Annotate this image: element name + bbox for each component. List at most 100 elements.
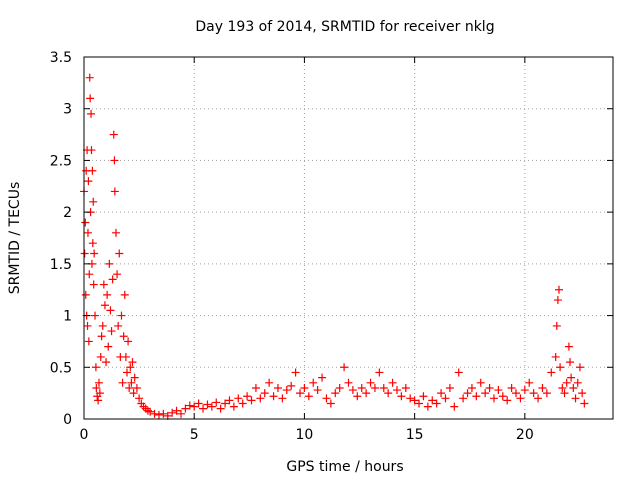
data-point	[96, 352, 105, 361]
data-points	[80, 73, 589, 420]
data-point	[185, 401, 194, 410]
data-point	[291, 368, 300, 377]
data-point	[309, 378, 318, 387]
data-point	[251, 383, 260, 392]
data-point	[296, 389, 305, 398]
data-point	[256, 394, 265, 403]
data-point	[99, 280, 108, 289]
data-point	[176, 409, 185, 418]
data-point	[498, 392, 507, 401]
data-point	[388, 378, 397, 387]
data-point	[114, 321, 123, 330]
data-point	[379, 383, 388, 392]
x-axis-label: GPS time / hours	[286, 459, 403, 475]
chart-title: Day 193 of 2014, SRMTID for receiver nkl…	[195, 19, 494, 35]
data-point	[366, 378, 375, 387]
data-point	[89, 197, 98, 206]
data-point	[110, 156, 119, 165]
x-tick-label: 0	[80, 427, 89, 443]
data-point	[459, 394, 468, 403]
data-point	[538, 383, 547, 392]
data-point	[357, 383, 366, 392]
data-point	[569, 383, 578, 392]
data-point	[562, 378, 571, 387]
data-point	[110, 187, 119, 196]
plot-area-border	[83, 56, 614, 420]
data-point	[463, 389, 472, 398]
data-point	[489, 394, 498, 403]
x-tick-label: 5	[190, 427, 199, 443]
data-point	[107, 327, 116, 336]
data-point	[85, 270, 94, 279]
data-point	[392, 386, 401, 395]
data-point	[81, 290, 90, 299]
data-point	[547, 368, 556, 377]
data-point	[534, 394, 543, 403]
data-point	[507, 383, 516, 392]
data-point	[525, 378, 534, 387]
data-point	[102, 358, 111, 367]
data-point	[94, 396, 103, 405]
data-point	[454, 368, 463, 377]
data-point	[512, 389, 521, 398]
data-point	[278, 394, 287, 403]
y-tick-label: 2	[63, 205, 72, 221]
data-point	[551, 352, 560, 361]
data-point	[401, 383, 410, 392]
data-point	[340, 363, 349, 372]
data-point	[516, 394, 525, 403]
data-point	[406, 394, 415, 403]
data-point	[558, 383, 567, 392]
data-point	[83, 228, 92, 237]
data-point	[432, 399, 441, 408]
x-tick-label: 10	[296, 427, 314, 443]
data-point	[472, 392, 481, 401]
data-point	[566, 358, 575, 367]
data-point	[353, 392, 362, 401]
data-point	[481, 389, 490, 398]
data-point	[580, 399, 589, 408]
data-point	[520, 386, 529, 395]
data-point	[128, 358, 137, 367]
data-point	[207, 402, 216, 411]
data-point	[273, 383, 282, 392]
data-point	[437, 389, 446, 398]
data-point	[135, 394, 144, 403]
data-point	[113, 270, 122, 279]
data-point	[494, 386, 503, 395]
data-point	[103, 290, 112, 299]
data-point	[80, 249, 89, 258]
data-point	[476, 378, 485, 387]
data-point	[304, 392, 313, 401]
data-point	[88, 166, 97, 175]
data-point	[384, 389, 393, 398]
data-point	[564, 342, 573, 351]
y-tick-label: 3.5	[50, 50, 72, 66]
data-point	[467, 383, 476, 392]
data-point	[575, 363, 584, 372]
data-point	[423, 402, 432, 411]
data-point	[313, 386, 322, 395]
data-point	[554, 285, 563, 294]
x-tick-label: 20	[516, 427, 534, 443]
data-point	[91, 311, 100, 320]
data-point	[485, 383, 494, 392]
data-point	[216, 404, 225, 413]
data-point	[203, 400, 212, 409]
data-point	[81, 218, 90, 227]
data-point	[335, 383, 344, 392]
data-point	[154, 410, 163, 419]
data-point	[111, 228, 120, 237]
data-point	[260, 389, 269, 398]
data-point	[571, 394, 580, 403]
data-point	[106, 306, 115, 315]
data-point	[85, 73, 94, 82]
data-point	[92, 383, 101, 392]
data-point	[95, 389, 104, 398]
data-point	[125, 383, 134, 392]
data-point	[560, 389, 569, 398]
data-point	[529, 389, 538, 398]
data-point	[124, 337, 133, 346]
grid-lines	[84, 57, 613, 419]
data-point	[91, 363, 100, 372]
